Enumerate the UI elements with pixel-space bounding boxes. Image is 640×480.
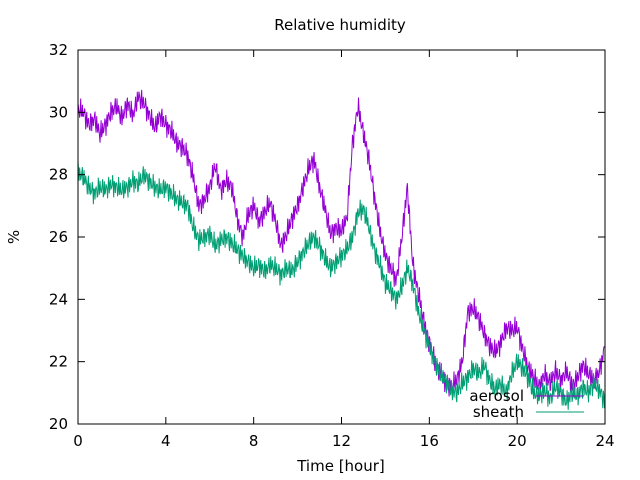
y-tick-label: 32 bbox=[49, 41, 68, 59]
x-tick-label: 24 bbox=[595, 432, 614, 450]
y-tick-label: 26 bbox=[49, 228, 68, 246]
y-axis-ticks: 20 22 24 26 28 30 32 bbox=[49, 41, 605, 433]
x-tick-label: 4 bbox=[161, 432, 171, 450]
chart-title: Relative humidity bbox=[274, 16, 406, 34]
legend-label-sheath: sheath bbox=[473, 403, 524, 421]
x-tick-label: 8 bbox=[249, 432, 259, 450]
y-axis-label: % bbox=[5, 230, 23, 244]
x-axis-label: Time [hour] bbox=[296, 457, 385, 475]
series-line-aerosol bbox=[77, 89, 606, 397]
x-tick-label: 12 bbox=[332, 432, 351, 450]
y-tick-label: 30 bbox=[49, 103, 68, 121]
y-tick-label: 22 bbox=[49, 353, 68, 371]
y-tick-label: 20 bbox=[49, 415, 68, 433]
series-line-sheath bbox=[77, 160, 606, 410]
y-tick-label: 24 bbox=[49, 290, 68, 308]
legend-label-aerosol: aerosol bbox=[469, 387, 524, 405]
plot-lines bbox=[77, 89, 606, 410]
x-tick-label: 0 bbox=[73, 432, 83, 450]
y-tick-label: 28 bbox=[49, 166, 68, 184]
x-axis-ticks: 0 4 8 12 16 20 24 bbox=[73, 50, 615, 450]
x-tick-label: 20 bbox=[508, 432, 527, 450]
x-tick-label: 16 bbox=[420, 432, 439, 450]
